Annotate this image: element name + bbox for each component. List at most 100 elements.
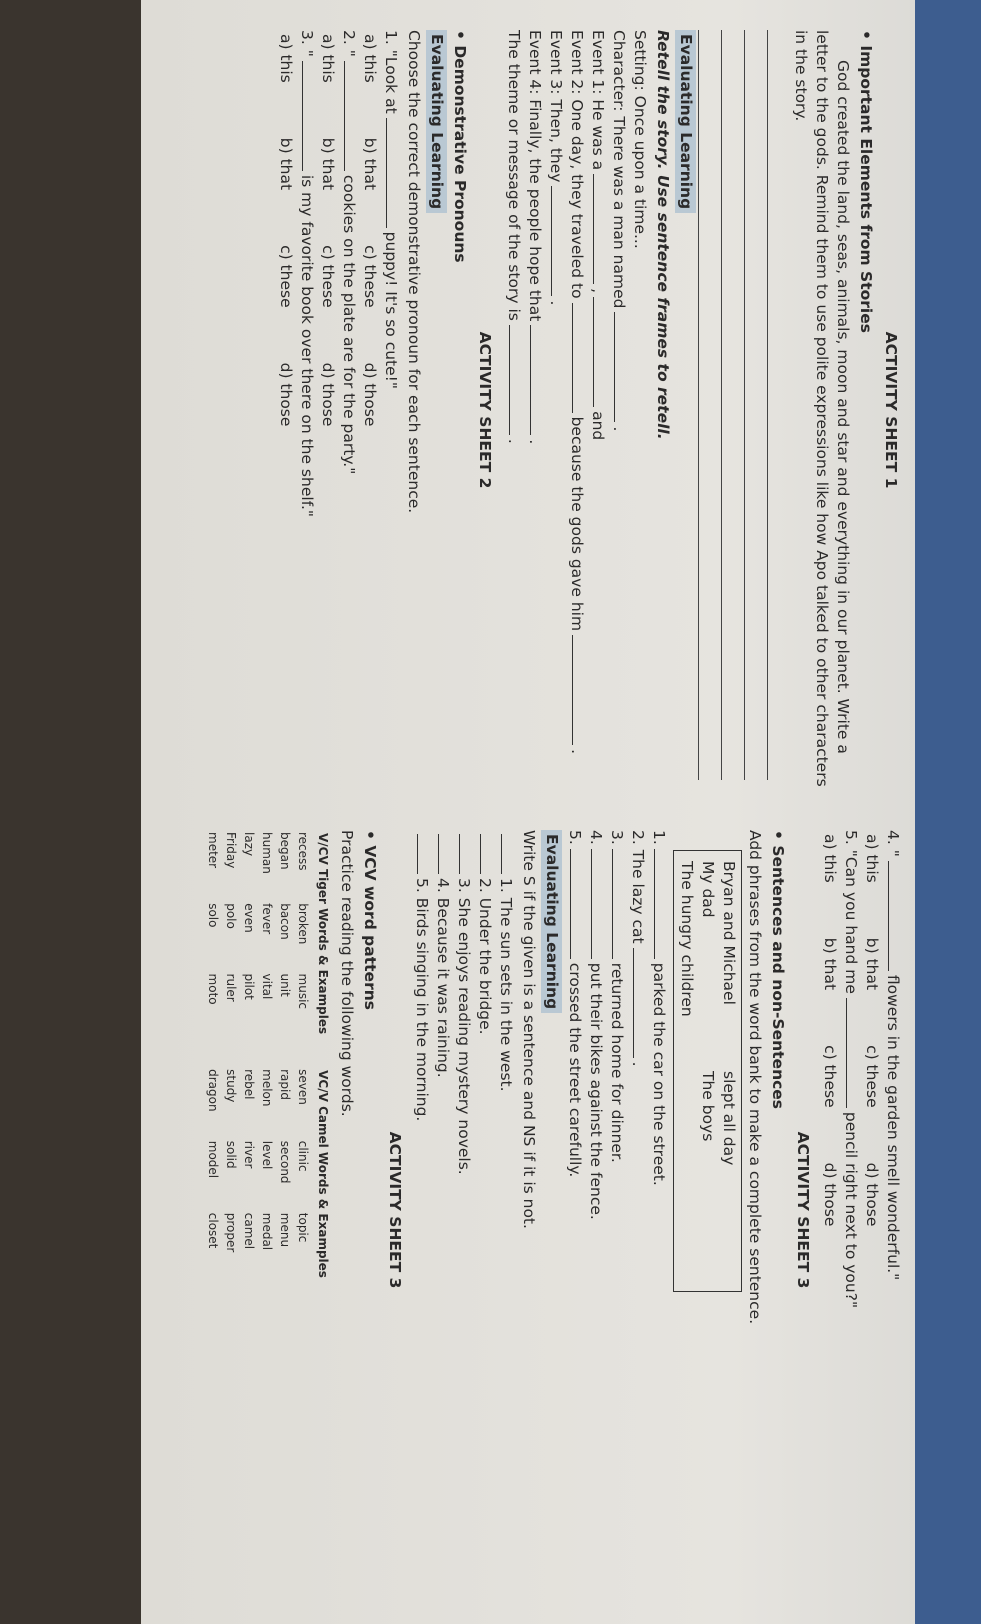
word: melon <box>260 1069 274 1107</box>
question: 3. " is my favorite book over there on th… <box>296 30 317 790</box>
options: a) this b) that c) these d) those <box>861 830 882 1590</box>
text: parked the car on the street. <box>650 962 668 1186</box>
text: . <box>505 438 523 444</box>
title: ACTIVITY SHEET 3 <box>794 1131 812 1289</box>
blank <box>593 174 608 285</box>
blank <box>302 60 317 171</box>
title: ACTIVITY SHEET 1 <box>882 331 900 489</box>
option: d) those <box>319 362 337 427</box>
table-header: V/CV Tiger Words & Examples <box>316 833 330 1035</box>
instruction: Choose the correct demonstrative pronoun… <box>405 30 423 514</box>
blank <box>593 297 608 408</box>
word: topic <box>296 1212 310 1243</box>
word: ruler <box>224 973 238 1002</box>
option: a) this <box>863 834 881 883</box>
label: Evaluating Learning <box>541 830 562 1014</box>
blank <box>846 997 861 1108</box>
blank <box>551 186 566 297</box>
text: is my favorite book over there on the sh… <box>298 174 316 518</box>
row: recess broken music <box>295 832 311 1035</box>
word: rapid <box>278 1069 292 1100</box>
text: The theme or message of the story is <box>505 30 523 321</box>
text: Event 3: Then, they <box>547 30 565 183</box>
left-column: ACTIVITY SHEET 1 Important Elements from… <box>275 30 903 790</box>
text: 1. <box>650 830 668 845</box>
text: Event 4: Finally, the people hope that <box>526 30 544 322</box>
word: medal <box>260 1212 274 1251</box>
word: Bryan and Michael <box>720 861 738 1005</box>
options: a) this b) that c) these d) those <box>317 30 338 790</box>
word: camel <box>242 1212 256 1250</box>
row: lazy even pilot <box>241 832 257 1035</box>
word: meter <box>206 832 220 869</box>
blank <box>654 848 669 959</box>
heading: Sentences and non-Sentences <box>767 830 788 1590</box>
text: 5. "Can you hand me <box>842 830 860 994</box>
text: 5. Birds singing in the morning. <box>413 878 431 1122</box>
text: 4. Because it was raining. <box>434 878 452 1078</box>
text: 1. "Look at <box>382 30 400 114</box>
label: Evaluating Learning <box>426 30 447 214</box>
word: river <box>242 1140 256 1169</box>
question: 4. " flowers in the garden smell wonderfu… <box>882 830 903 1590</box>
word-table: VC/V Camel Words & Examples seven clinic to… <box>203 1067 334 1281</box>
statement: 4. Because it was raining. <box>432 830 453 1590</box>
blank <box>501 834 516 874</box>
text: returned home for dinner. <box>608 962 626 1163</box>
right-column: 4. " flowers in the garden smell wonderfu… <box>203 830 903 1590</box>
title: ACTIVITY SHEET 3 <box>386 1131 404 1289</box>
write-line <box>744 30 765 780</box>
option: a) this <box>361 34 379 83</box>
retell-line: Setting: Once upon a time... <box>629 30 650 790</box>
word: slept all day <box>720 1071 738 1166</box>
word: music <box>296 973 310 1010</box>
retell-line: Event 4: Finally, the people hope that. <box>524 30 545 790</box>
option: b) that <box>821 937 839 991</box>
statement: 5. Birds singing in the morning. <box>411 830 432 1590</box>
option: c) these <box>277 245 295 308</box>
statement: 3. She enjoys reading mystery novels. <box>453 830 474 1590</box>
option: c) these <box>319 245 337 308</box>
statement: 1. The sun sets in the west. <box>495 830 516 1590</box>
word: clinic <box>296 1140 310 1172</box>
word: fever <box>260 903 274 935</box>
word: The hungry children <box>678 861 696 1017</box>
row: began bacon unit <box>277 832 293 1035</box>
row: human fever vital <box>259 832 275 1035</box>
blank <box>459 834 474 874</box>
write-line <box>721 30 742 780</box>
blank <box>633 947 648 1058</box>
row: Friday polo ruler <box>223 832 239 1035</box>
option: b) that <box>319 137 337 191</box>
text: . <box>547 300 565 306</box>
options: a) this b) that c) these d) those <box>819 830 840 1590</box>
item: 4. put their bikes against the fence. <box>585 830 606 1590</box>
row: seven clinic topic <box>295 1069 311 1279</box>
blank <box>417 834 432 874</box>
text: Setting: Once upon a time... <box>631 30 649 249</box>
word: study <box>224 1069 238 1103</box>
word-tables: V/CV Tiger Words & Examples recess broken m… <box>203 830 334 1590</box>
question: 5. "Can you hand me pencil right next to … <box>840 830 861 1590</box>
text: . <box>526 439 544 445</box>
retell-line: Event 2: One day, they traveled to becaus… <box>566 30 587 790</box>
word: second <box>278 1140 292 1184</box>
word: rebel <box>242 1069 256 1100</box>
option: a) this <box>821 834 839 883</box>
option: b) that <box>361 137 379 191</box>
instruction: Add phrases from the word bank to make a… <box>746 830 764 1325</box>
row: dragon model closet <box>205 1069 221 1279</box>
row: rebel river camel <box>241 1069 257 1279</box>
word: level <box>260 1140 274 1170</box>
text: crossed the street carefully. <box>566 962 584 1178</box>
retell-lines: Setting: Once upon a time... Character: T… <box>503 30 650 790</box>
option: b) that <box>863 937 881 991</box>
blank <box>530 325 545 436</box>
text: Event 2: One day, they traveled to <box>568 30 586 299</box>
text: 3. She enjoys reading mystery novels. <box>455 878 473 1175</box>
title: ACTIVITY SHEET 2 <box>476 331 494 489</box>
word: polo <box>224 903 238 929</box>
word: pilot <box>242 973 256 1000</box>
options: a) this b) that c) these d) those <box>359 30 380 790</box>
